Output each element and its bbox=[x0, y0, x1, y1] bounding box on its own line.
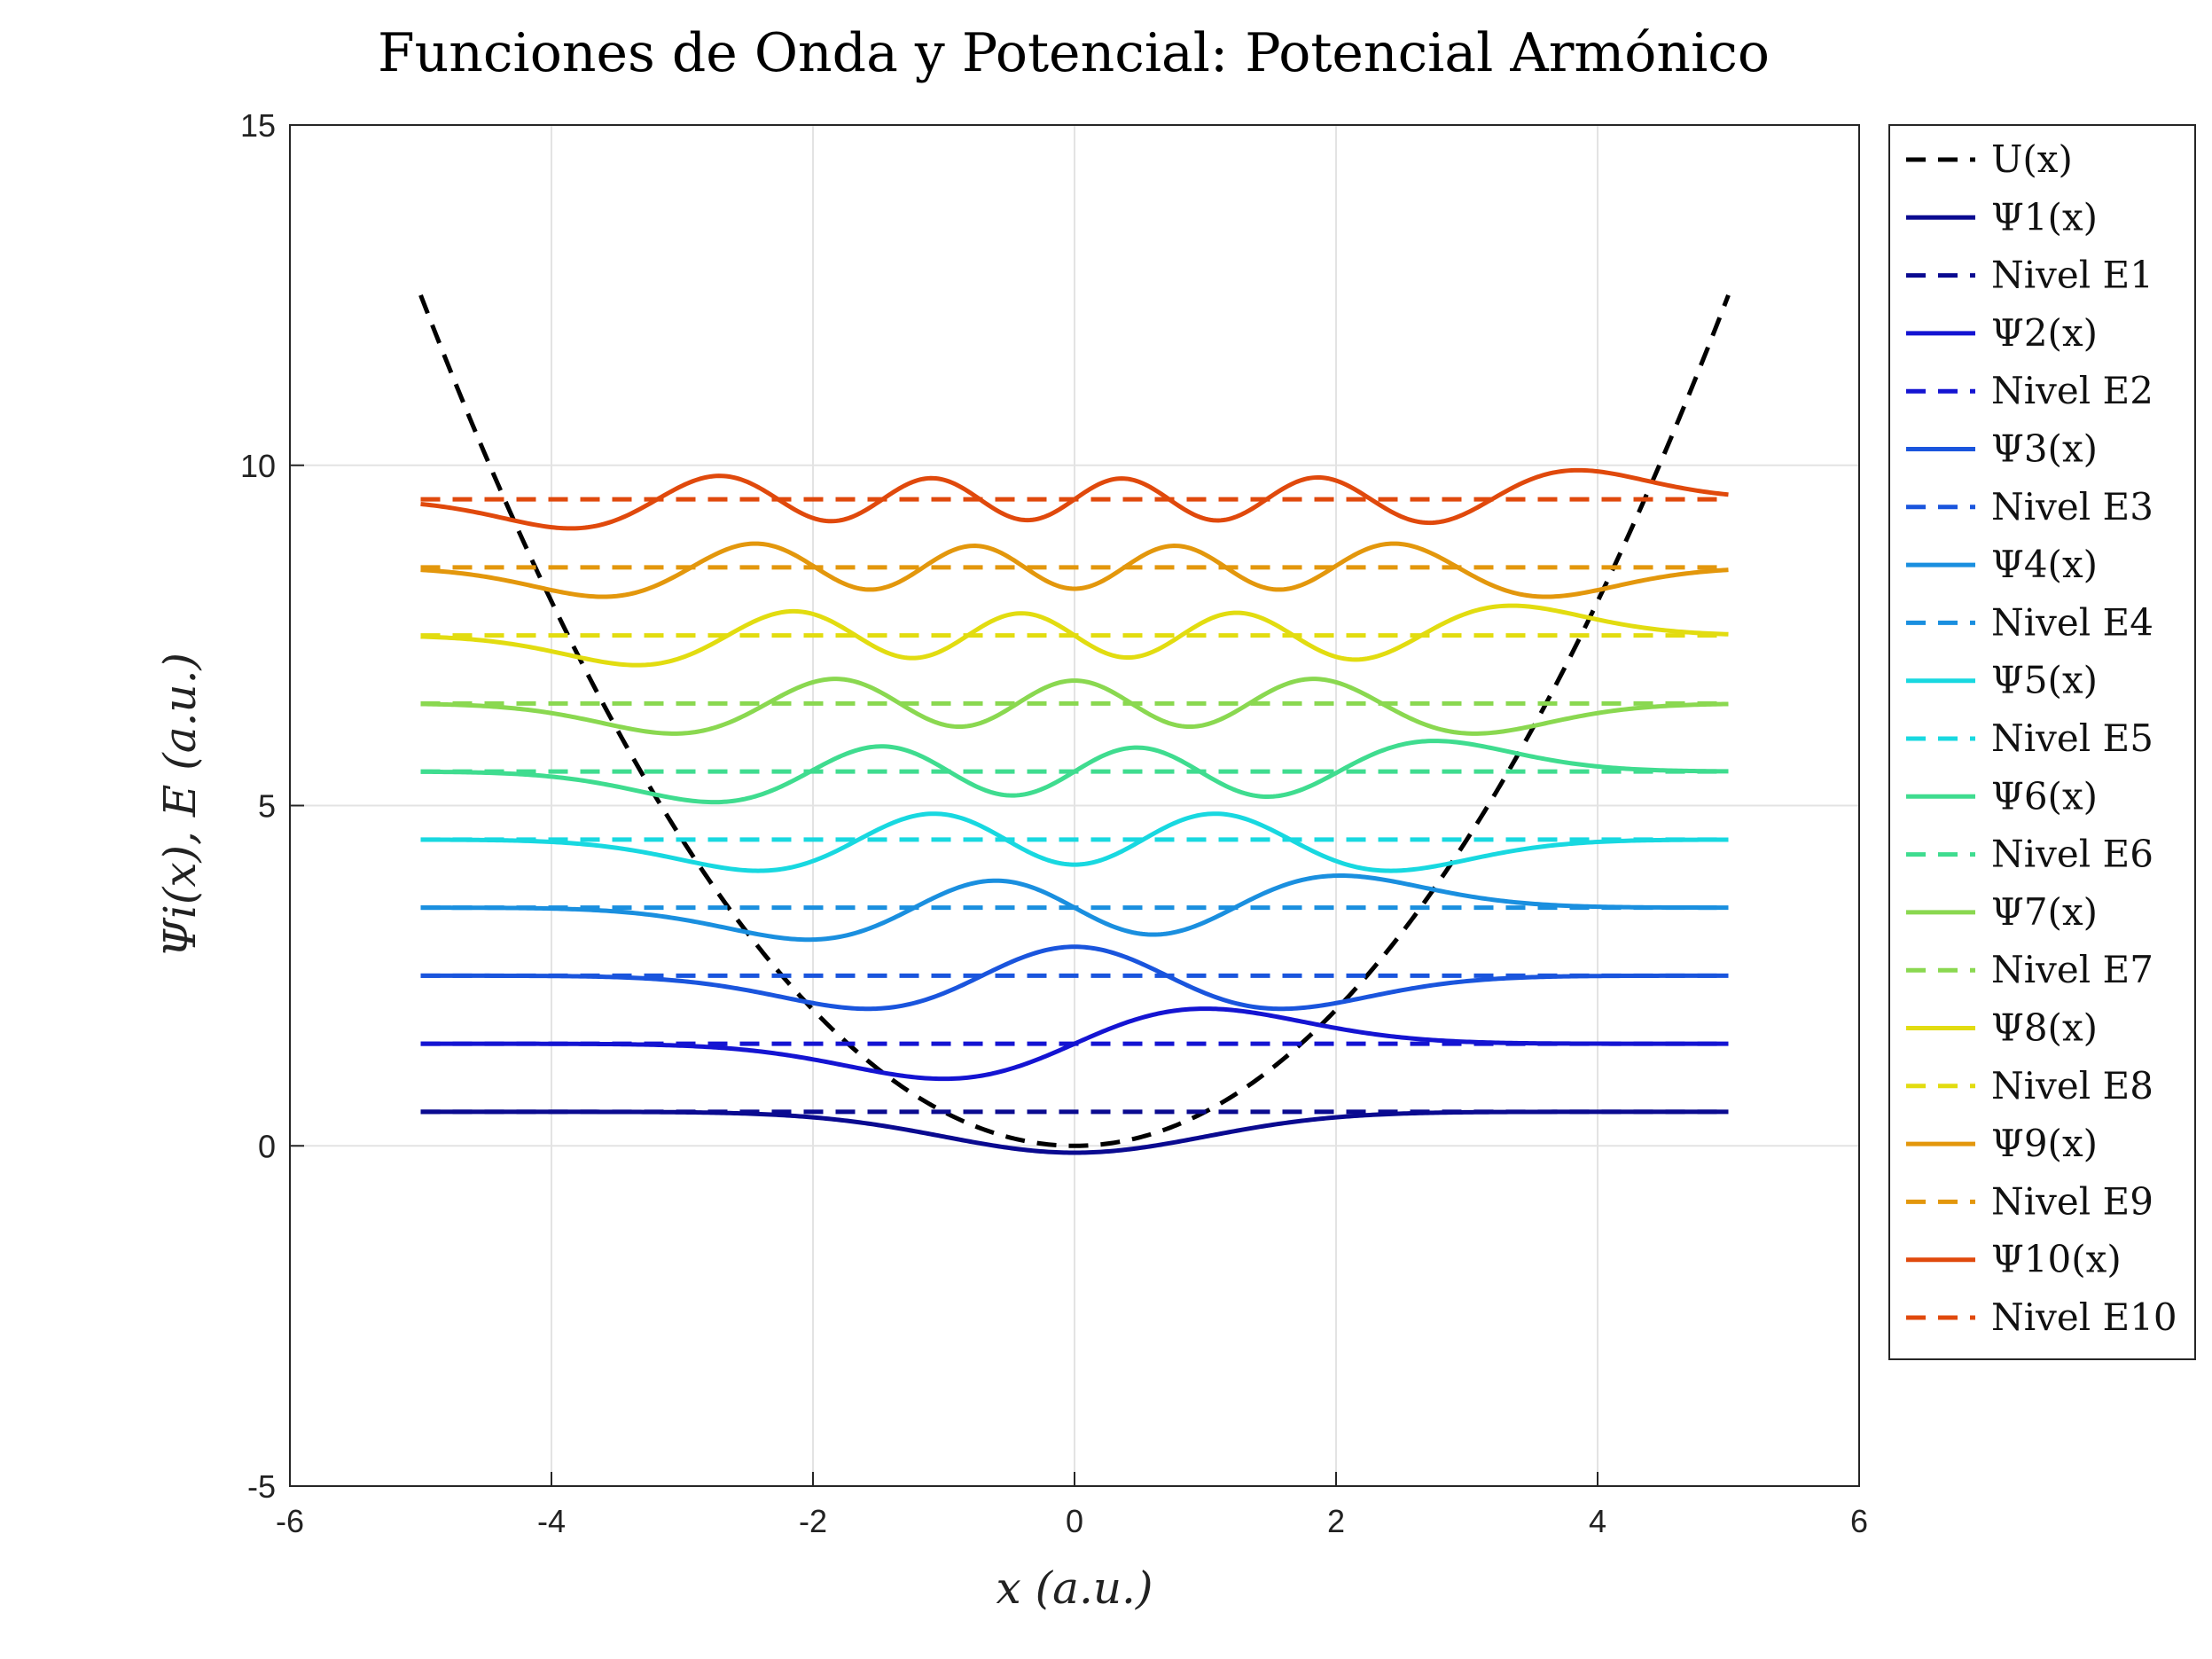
wavefunction-9 bbox=[420, 541, 1729, 599]
x-tick-label: -6 bbox=[276, 1503, 304, 1539]
grid bbox=[290, 125, 1859, 1486]
legend-label: Nivel E10 bbox=[1991, 1295, 2177, 1339]
wavefunction-6 bbox=[420, 739, 1729, 805]
legend-label: Nivel E4 bbox=[1991, 600, 2153, 644]
wavefunction-4 bbox=[420, 873, 1729, 943]
wavefunction-10 bbox=[420, 467, 1729, 531]
legend-label: Ψ8(x) bbox=[1991, 1006, 2098, 1050]
y-tick-label: 15 bbox=[240, 107, 276, 144]
legend-label: Nivel E9 bbox=[1991, 1179, 2153, 1223]
y-tick-label: 5 bbox=[258, 788, 276, 825]
legend-label: Ψ5(x) bbox=[1991, 659, 2098, 702]
legend-label: Ψ4(x) bbox=[1991, 543, 2098, 586]
legend-label: Nivel E8 bbox=[1991, 1064, 2153, 1107]
legend-label: U(x) bbox=[1991, 137, 2073, 181]
wavefunction-8 bbox=[420, 603, 1729, 668]
legend-label: Ψ2(x) bbox=[1991, 311, 2098, 355]
y-tick-label: -5 bbox=[247, 1468, 276, 1505]
series bbox=[418, 293, 1731, 1155]
legend-label: Nivel E5 bbox=[1991, 716, 2153, 760]
wavefunction-1 bbox=[420, 1109, 1729, 1155]
x-tick-label: 4 bbox=[1589, 1503, 1606, 1539]
potential-curve bbox=[418, 293, 1731, 1148]
wavefunction-5 bbox=[420, 811, 1729, 873]
legend-label: Ψ9(x) bbox=[1991, 1122, 2098, 1165]
legend-label: Ψ7(x) bbox=[1991, 890, 2098, 934]
legend-label: Nivel E6 bbox=[1991, 833, 2153, 876]
legend-label: Ψ1(x) bbox=[1991, 195, 2098, 239]
x-axis-label: x (a.u.) bbox=[997, 1562, 1153, 1614]
x-tick-label: 0 bbox=[1066, 1503, 1083, 1539]
y-tick-label: 0 bbox=[258, 1128, 276, 1164]
legend-label: Ψ10(x) bbox=[1991, 1238, 2122, 1281]
wavefunction-2 bbox=[420, 1006, 1729, 1082]
y-tick-label: 10 bbox=[240, 448, 276, 484]
x-tick-label: -2 bbox=[799, 1503, 827, 1539]
wavefunction-7 bbox=[420, 677, 1729, 736]
wavefunction-3 bbox=[420, 944, 1729, 1012]
chart-title: Funciones de Onda y Potencial: Potencial… bbox=[378, 22, 1770, 84]
legend-label: Nivel E2 bbox=[1991, 369, 2153, 412]
legend-label: Nivel E7 bbox=[1991, 948, 2153, 991]
x-tick-label: 6 bbox=[1850, 1503, 1868, 1539]
legend-label: Nivel E1 bbox=[1991, 254, 2153, 297]
x-tick-label: -4 bbox=[537, 1503, 566, 1539]
legend-label: Ψ6(x) bbox=[1991, 774, 2098, 818]
legend-label: Ψ3(x) bbox=[1991, 427, 2098, 471]
legend: U(x) Ψ1(x) Nivel E1 Ψ2(x) Nivel E2 Ψ3(x) Nivel… bbox=[1906, 137, 2177, 1339]
x-tick-label: 2 bbox=[1327, 1503, 1345, 1539]
y-axis-label: Ψi(x), E (a.u.) bbox=[154, 653, 206, 958]
legend-label: Nivel E3 bbox=[1991, 485, 2153, 528]
legend-box bbox=[1888, 124, 2196, 1360]
ticks: -6 -4 -2 0 2 4 6 -5 0 5 10 15 bbox=[240, 107, 1868, 1539]
